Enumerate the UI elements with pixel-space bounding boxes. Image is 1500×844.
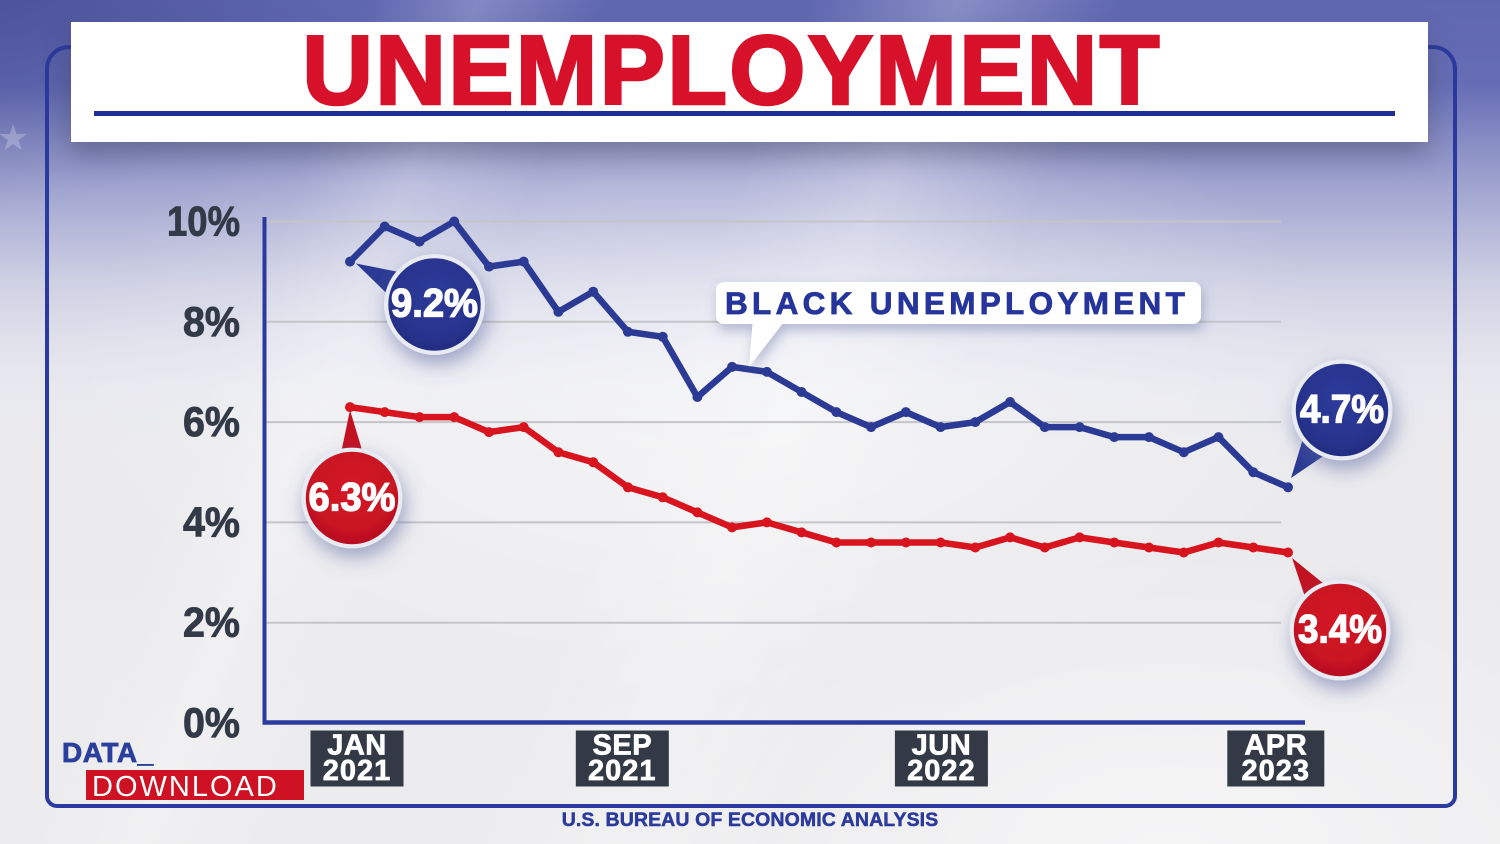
- svg-text:2021: 2021: [588, 755, 657, 787]
- svg-text:2022: 2022: [907, 755, 976, 787]
- svg-text:2%: 2%: [183, 599, 240, 646]
- svg-text:SEP: SEP: [593, 730, 653, 762]
- svg-text:4.7%: 4.7%: [1300, 388, 1384, 432]
- svg-text:JUN: JUN: [912, 730, 972, 762]
- svg-text:0%: 0%: [183, 699, 240, 746]
- svg-text:3.4%: 3.4%: [1298, 608, 1382, 652]
- svg-text:6%: 6%: [183, 398, 240, 445]
- svg-text:6.3%: 6.3%: [309, 476, 396, 520]
- svg-text:2021: 2021: [323, 755, 392, 787]
- svg-text:8%: 8%: [183, 298, 240, 345]
- svg-text:2023: 2023: [1242, 755, 1311, 787]
- svg-text:4%: 4%: [183, 498, 240, 545]
- svg-text:9.2%: 9.2%: [391, 281, 478, 325]
- svg-text:APR: APR: [1244, 730, 1307, 762]
- svg-text:BLACK UNEMPLOYMENT: BLACK UNEMPLOYMENT: [725, 285, 1189, 321]
- svg-text:10%: 10%: [167, 198, 240, 245]
- svg-text:JAN: JAN: [327, 730, 387, 762]
